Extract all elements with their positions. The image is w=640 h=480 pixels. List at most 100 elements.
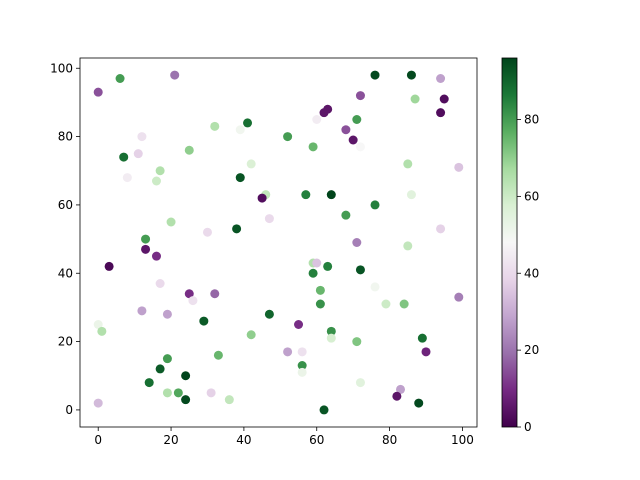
point xyxy=(315,299,325,309)
point xyxy=(370,282,380,292)
point xyxy=(308,142,318,152)
point xyxy=(326,190,336,200)
point xyxy=(297,347,307,357)
point xyxy=(166,217,176,227)
point xyxy=(144,378,154,388)
y-tick-label: 40 xyxy=(58,266,73,280)
point xyxy=(184,145,194,155)
x-tick-label: 40 xyxy=(236,433,251,447)
x-tick-label: 80 xyxy=(382,433,397,447)
y-tick-label: 100 xyxy=(50,61,73,75)
point xyxy=(122,173,132,183)
point xyxy=(206,388,216,398)
point xyxy=(181,395,191,405)
point xyxy=(155,279,165,288)
colorbar-tick-label: 40 xyxy=(524,266,539,280)
point xyxy=(119,152,129,162)
point xyxy=(436,224,446,234)
point xyxy=(93,320,103,329)
x-tick-label: 100 xyxy=(451,433,474,447)
x-tick-label: 60 xyxy=(309,433,324,447)
point xyxy=(294,320,304,329)
point xyxy=(308,268,318,278)
point xyxy=(355,91,365,101)
point xyxy=(341,210,351,220)
colorbar-tick-label: 60 xyxy=(524,189,539,203)
point xyxy=(392,391,402,401)
point xyxy=(297,367,307,377)
point xyxy=(352,238,362,247)
point xyxy=(370,70,380,80)
point xyxy=(213,350,223,360)
point xyxy=(181,371,191,381)
point xyxy=(403,241,413,251)
point xyxy=(235,173,245,183)
point xyxy=(264,309,274,319)
point xyxy=(173,388,183,398)
point xyxy=(151,176,161,186)
point xyxy=(264,214,274,224)
point xyxy=(355,265,365,275)
point xyxy=(104,261,114,271)
point xyxy=(199,316,209,326)
colorbar xyxy=(501,57,518,428)
point xyxy=(341,125,351,135)
point xyxy=(355,142,365,152)
point xyxy=(396,384,406,394)
x-tick-label: 20 xyxy=(163,433,178,447)
y-tick-label: 0 xyxy=(65,403,73,417)
point xyxy=(319,405,329,415)
point xyxy=(246,330,256,340)
point xyxy=(410,94,420,104)
point xyxy=(355,378,365,388)
point xyxy=(326,326,336,336)
point xyxy=(283,347,293,357)
point xyxy=(97,326,107,336)
point xyxy=(297,361,307,370)
point xyxy=(188,296,198,306)
point xyxy=(381,299,391,309)
point xyxy=(283,132,293,142)
point xyxy=(352,115,362,124)
point xyxy=(137,306,147,316)
point xyxy=(257,193,267,203)
point xyxy=(202,227,212,237)
point xyxy=(246,159,256,169)
point xyxy=(243,118,253,128)
point xyxy=(162,354,172,364)
point xyxy=(406,190,416,200)
point xyxy=(235,125,245,135)
point xyxy=(403,159,413,169)
point xyxy=(224,395,234,405)
point xyxy=(454,292,464,302)
point xyxy=(155,364,165,374)
y-tick-label: 80 xyxy=(58,130,73,144)
plot-frame xyxy=(79,57,478,428)
point xyxy=(184,289,194,299)
point xyxy=(370,200,380,210)
point xyxy=(162,388,172,398)
x-tick-label: 0 xyxy=(94,433,102,447)
point xyxy=(406,70,416,80)
point xyxy=(210,121,220,131)
point xyxy=(421,347,431,357)
colorbar-tick-label: 0 xyxy=(524,420,532,434)
point xyxy=(93,87,103,97)
point xyxy=(323,261,333,271)
point xyxy=(323,104,333,114)
point xyxy=(312,258,322,268)
point xyxy=(141,244,151,254)
point xyxy=(439,94,449,104)
point xyxy=(436,108,446,118)
point xyxy=(155,166,165,176)
colorbar-tick-label: 80 xyxy=(524,113,539,127)
y-tick-label: 20 xyxy=(58,335,73,349)
point xyxy=(210,289,220,299)
point xyxy=(93,398,103,408)
point xyxy=(326,333,336,343)
point xyxy=(348,135,358,145)
point xyxy=(115,74,125,83)
point xyxy=(414,398,424,408)
point xyxy=(312,115,322,124)
